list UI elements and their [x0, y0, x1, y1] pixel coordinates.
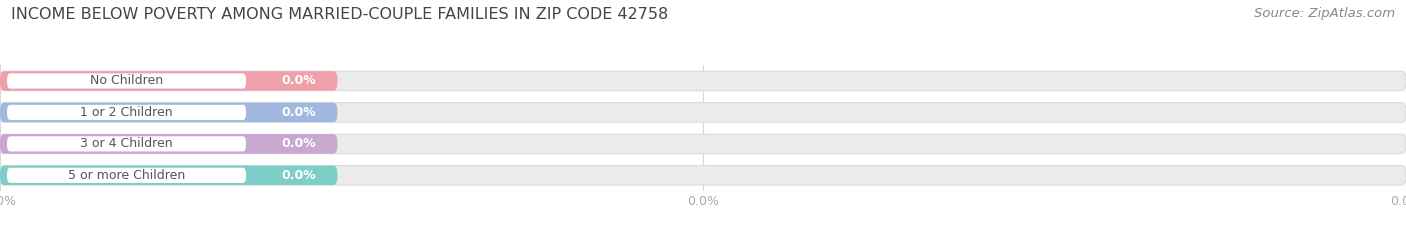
FancyBboxPatch shape [0, 166, 337, 185]
FancyBboxPatch shape [7, 168, 246, 183]
FancyBboxPatch shape [7, 105, 246, 120]
Text: 0.0%: 0.0% [281, 169, 316, 182]
Text: 5 or more Children: 5 or more Children [67, 169, 186, 182]
FancyBboxPatch shape [0, 71, 337, 91]
FancyBboxPatch shape [0, 71, 1406, 91]
Text: 0.0%: 0.0% [281, 75, 316, 87]
Text: 0.0%: 0.0% [281, 106, 316, 119]
Text: Source: ZipAtlas.com: Source: ZipAtlas.com [1254, 7, 1395, 20]
Text: No Children: No Children [90, 75, 163, 87]
FancyBboxPatch shape [0, 103, 337, 122]
FancyBboxPatch shape [7, 73, 246, 89]
FancyBboxPatch shape [0, 166, 1406, 185]
FancyBboxPatch shape [7, 136, 246, 151]
Text: 0.0%: 0.0% [281, 137, 316, 150]
Text: 1 or 2 Children: 1 or 2 Children [80, 106, 173, 119]
FancyBboxPatch shape [0, 103, 1406, 122]
Text: INCOME BELOW POVERTY AMONG MARRIED-COUPLE FAMILIES IN ZIP CODE 42758: INCOME BELOW POVERTY AMONG MARRIED-COUPL… [11, 7, 668, 22]
Text: 3 or 4 Children: 3 or 4 Children [80, 137, 173, 150]
FancyBboxPatch shape [0, 134, 1406, 154]
FancyBboxPatch shape [0, 134, 337, 154]
